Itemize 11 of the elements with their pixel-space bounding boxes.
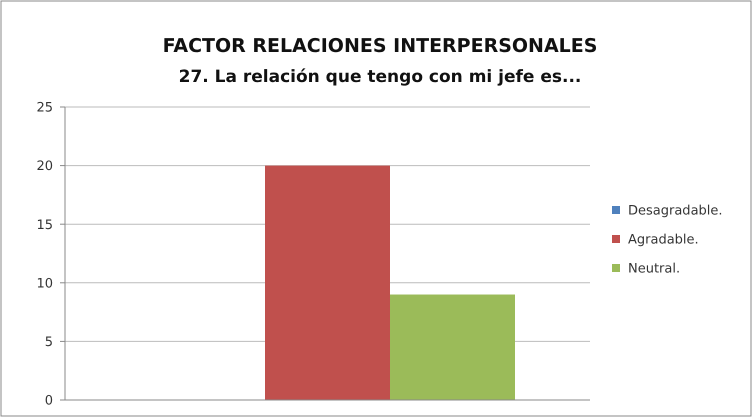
y-tick-label: 15 xyxy=(36,218,53,233)
y-tick-label: 20 xyxy=(36,159,53,174)
legend-label: Desagradable. xyxy=(628,204,723,219)
y-tick-label: 10 xyxy=(36,276,53,292)
y-tick-label: 25 xyxy=(36,100,53,116)
y-tick-label: 5 xyxy=(44,334,53,350)
chart-title: FACTOR RELACIONES INTERPERSONALES xyxy=(162,35,598,57)
y-tick-label: 0 xyxy=(44,394,53,409)
chart-subtitle: 27. La relación que tengo con mi jefe es... xyxy=(178,67,582,87)
legend-label: Neutral. xyxy=(628,262,680,277)
legend-label: Agradable. xyxy=(628,232,699,248)
